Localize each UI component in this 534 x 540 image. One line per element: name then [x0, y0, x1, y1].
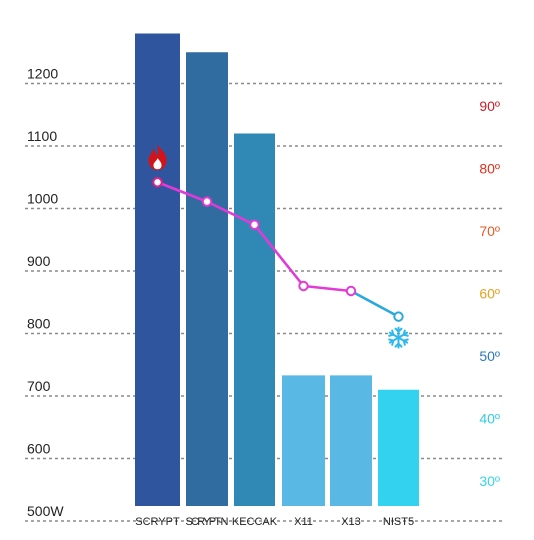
temperature-tick-label: 70º — [479, 223, 500, 239]
category-label: SCRYPT — [135, 516, 180, 528]
temperature-tick-label: 90º — [479, 98, 500, 114]
power-axis-ticks: 500W 600 700 800 900 1000 1100 1200 — [27, 66, 64, 520]
power-tick-label: 600 — [27, 441, 51, 457]
category-label: X11 — [294, 516, 313, 528]
temperature-line-segment — [253, 223, 305, 288]
power-tick-label: 800 — [27, 316, 51, 332]
category-label: SCRYPT-N — [186, 516, 229, 528]
bars — [135, 33, 419, 506]
temperature-line-segment — [205, 200, 256, 227]
bar-scrypt-n — [186, 52, 228, 506]
snowflake-icon — [388, 326, 409, 349]
temperature-line-segment — [156, 180, 209, 203]
bar-keccak — [234, 133, 275, 506]
temperature-tick-label: 30º — [479, 473, 500, 489]
temperature-point — [345, 285, 357, 297]
temperature-tick-label: 40º — [479, 410, 500, 426]
power-tick-label: 1200 — [27, 66, 58, 82]
power-tick-label: 900 — [27, 253, 51, 269]
temperature-tick-label: 50º — [479, 348, 500, 364]
temperature-point — [201, 196, 213, 207]
temperature-axis-ticks: 30º 40º 50º 60º 70º 80º 90º — [479, 98, 500, 489]
temperature-line-segment — [349, 289, 400, 318]
category-label: X13 — [341, 516, 361, 528]
temperature-point — [393, 311, 404, 322]
temperature-point — [249, 219, 260, 230]
category-label: KECCAK — [232, 516, 278, 528]
power-tick-label: 1000 — [27, 191, 58, 207]
flame-icon — [148, 144, 167, 171]
temperature-point — [152, 177, 163, 188]
temperature-line — [152, 177, 404, 322]
temperature-point — [298, 280, 309, 292]
temperature-tick-label: 80º — [479, 160, 500, 176]
bar-x13 — [330, 375, 372, 506]
bar-scrypt — [135, 33, 180, 506]
power-tick-label: 1100 — [27, 128, 57, 144]
temperature-line-segment — [302, 284, 353, 293]
icons — [148, 144, 409, 349]
power-tick-label: 700 — [27, 378, 51, 394]
bar-nist5 — [378, 389, 419, 506]
category-labels: SCRYPT SCRYPT-N KECCAK X11 X13 NIST5 — [135, 516, 414, 528]
temperature-tick-label: 60º — [479, 285, 500, 301]
bar-x11 — [282, 375, 325, 506]
power-tick-label: 500W — [27, 503, 64, 519]
category-label: NIST5 — [383, 516, 414, 528]
